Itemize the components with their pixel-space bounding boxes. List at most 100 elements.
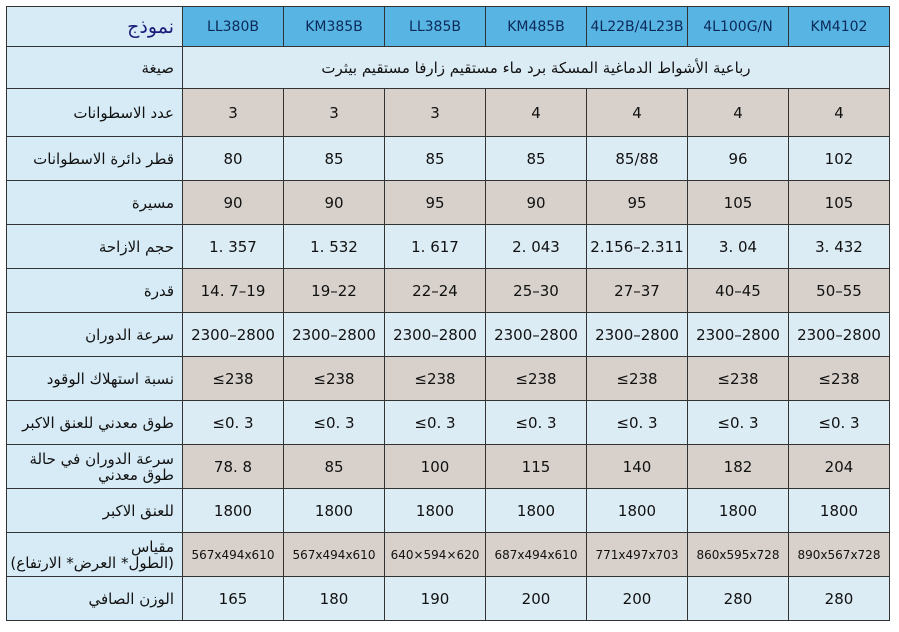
cell-value: 2300–2800 <box>485 312 587 357</box>
spec-row: مقياس (الطول* العرض* الارتفاع) 567x494x610… <box>6 532 890 577</box>
cell-value: 102 <box>788 136 890 181</box>
cell-value: 1800 <box>586 488 688 533</box>
cell-value: 180 <box>283 576 385 621</box>
row-label: صيغة <box>6 46 183 89</box>
model-name: KM385B <box>283 6 385 47</box>
row-label: مقياس (الطول* العرض* الارتفاع) <box>6 532 183 577</box>
cell-value: ≤238 <box>586 356 688 401</box>
label-line: حجم الازاحة <box>98 237 174 256</box>
label-line: سرعة الدوران <box>85 325 174 344</box>
cell-value: 78. 8 <box>182 444 284 489</box>
cell-value: 105 <box>788 180 890 225</box>
cell-value: 1800 <box>788 488 890 533</box>
cell-value: 85 <box>283 136 385 181</box>
label-line: للعنق الاكبر <box>102 501 174 520</box>
row-label: قدرة <box>6 268 183 313</box>
cell-value: 4 <box>687 88 789 137</box>
cell-value: 3. 432 <box>788 224 890 269</box>
cell-value: 890x567x728 <box>788 532 890 577</box>
cell-value: 567x494x610 <box>283 532 385 577</box>
formula-row: صيغة رباعية الأشواط الدماغية المسكة برد م… <box>6 46 890 89</box>
cell-value: 4 <box>485 88 587 137</box>
cell-value: ≤238 <box>384 356 486 401</box>
label-line: طوق معدني <box>98 465 174 484</box>
cell-value: 2300–2800 <box>283 312 385 357</box>
cell-value: 200 <box>586 576 688 621</box>
cell-value: 85/88 <box>586 136 688 181</box>
label-line: قدرة <box>143 281 174 300</box>
model-name: LL385B <box>384 6 486 47</box>
cell-value: 90 <box>182 180 284 225</box>
cell-value: 2300–2800 <box>182 312 284 357</box>
spec-row: نسبة استهلاك الوقود ≤238 ≤238 ≤238 ≤238 ≤238 ≤… <box>6 356 890 401</box>
model-name: KM4102 <box>788 6 890 47</box>
spec-row: سرعة الدوران 2300–2800 2300–2800 2300–2800 2… <box>6 312 890 357</box>
row-label: نسبة استهلاك الوقود <box>6 356 183 401</box>
cell-value: 115 <box>485 444 587 489</box>
cell-value: 85 <box>384 136 486 181</box>
cell-value: 85 <box>283 444 385 489</box>
spec-row: سرعة الدوران في حالة طوق معدني 78. 8 85 100 1… <box>6 444 890 489</box>
spec-row: قدرة 14. 7–19 19–22 22–24 25–30 27–37 40–45 50–… <box>6 268 890 313</box>
cell-value: 90 <box>485 180 587 225</box>
cell-value: 3. 04 <box>687 224 789 269</box>
model-name: KM485B <box>485 6 587 47</box>
row-label: مسيرة <box>6 180 183 225</box>
cell-value: 1. 532 <box>283 224 385 269</box>
cell-value: 80 <box>182 136 284 181</box>
cell-value: 204 <box>788 444 890 489</box>
row-label: قطر دائرة الاسطوانات <box>6 136 183 181</box>
cell-value: 771x497x703 <box>586 532 688 577</box>
cell-value: 2300–2800 <box>384 312 486 357</box>
row-label: الوزن الصافي <box>6 576 183 621</box>
cell-value: 22–24 <box>384 268 486 313</box>
cell-value: 14. 7–19 <box>182 268 284 313</box>
cell-value: 90 <box>283 180 385 225</box>
cell-value: 4 <box>788 88 890 137</box>
cell-value: 19–22 <box>283 268 385 313</box>
row-label: حجم الازاحة <box>6 224 183 269</box>
row-label: للعنق الاكبر <box>6 488 183 533</box>
cell-value: 50–55 <box>788 268 890 313</box>
model-name: 4L22B/4L23B <box>586 6 688 47</box>
cell-value: 200 <box>485 576 587 621</box>
model-name: LL380B <box>182 6 284 47</box>
spec-table: نموذج LL380B KM385B LL385B KM485B 4L22B/4L23B… <box>6 6 890 621</box>
spec-row: طوق معدني للعنق الاكبر ≤0. 3 ≤0. 3 ≤0. 3 ≤0.… <box>6 400 890 445</box>
cell-value: 860x595x728 <box>687 532 789 577</box>
cell-value: 165 <box>182 576 284 621</box>
cell-value: ≤238 <box>182 356 284 401</box>
cell-value: ≤238 <box>788 356 890 401</box>
label-line: نسبة استهلاك الوقود <box>46 369 174 388</box>
row-label: سرعة الدوران في حالة طوق معدني <box>6 444 183 489</box>
spec-row: عدد الاسطوانات 3 3 3 4 4 4 4 <box>6 88 890 137</box>
formula-value: رباعية الأشواط الدماغية المسكة برد ماء م… <box>182 46 890 89</box>
cell-value: 3 <box>384 88 486 137</box>
cell-value: 2.156–2.311 <box>586 224 688 269</box>
label-line: قطر دائرة الاسطوانات <box>33 149 174 168</box>
cell-value: 280 <box>687 576 789 621</box>
cell-value: ≤238 <box>485 356 587 401</box>
cell-value: 95 <box>384 180 486 225</box>
cell-value: 1. 357 <box>182 224 284 269</box>
spec-row: قطر دائرة الاسطوانات 80 85 85 85 85/88 96 102 <box>6 136 890 181</box>
cell-value: 567x494x610 <box>182 532 284 577</box>
cell-value: ≤0. 3 <box>687 400 789 445</box>
header-label: نموذج <box>6 6 183 47</box>
cell-value: 85 <box>485 136 587 181</box>
cell-value: ≤0. 3 <box>485 400 587 445</box>
cell-value: 105 <box>687 180 789 225</box>
label-line: مسيرة <box>131 193 174 212</box>
cell-value: 1800 <box>283 488 385 533</box>
cell-value: 687x494x610 <box>485 532 587 577</box>
cell-value: 182 <box>687 444 789 489</box>
label-line: سرعة الدوران في حالة <box>29 449 174 468</box>
cell-value: 27–37 <box>586 268 688 313</box>
cell-value: ≤0. 3 <box>586 400 688 445</box>
cell-value: 140 <box>586 444 688 489</box>
cell-value: ≤238 <box>687 356 789 401</box>
row-label: سرعة الدوران <box>6 312 183 357</box>
cell-value: 100 <box>384 444 486 489</box>
cell-value: 1800 <box>384 488 486 533</box>
cell-value: 1800 <box>687 488 789 533</box>
